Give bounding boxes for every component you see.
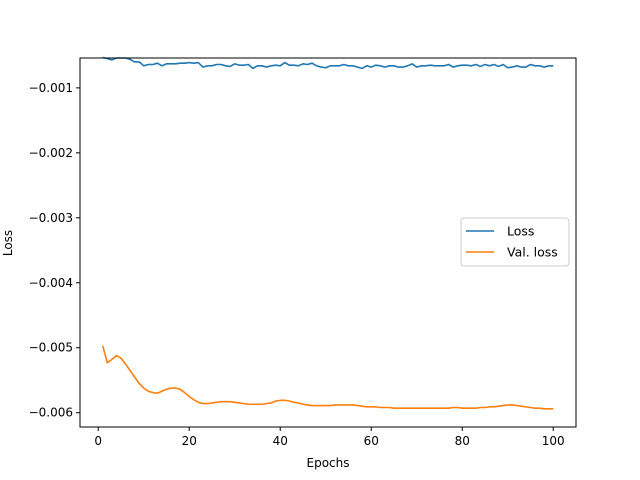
y-axis-label: Loss [1, 230, 15, 256]
y-tick-label: −0.005 [29, 341, 73, 355]
y-axis: −0.001 −0.002 −0.003 −0.004 −0.005 −0.006 [29, 81, 80, 420]
y-tick-label: −0.001 [29, 81, 73, 95]
plot-frame [79, 57, 577, 428]
series-layer [101, 56, 554, 410]
y-tick-label: −0.004 [29, 276, 73, 290]
x-axis: 0 20 40 60 80 100 [94, 427, 565, 448]
y-tick-label: −0.006 [29, 406, 73, 420]
x-tick-label: 0 [94, 434, 102, 448]
x-tick-label: 60 [364, 434, 379, 448]
x-tick-label: 80 [455, 434, 470, 448]
legend-label-0: Loss [507, 224, 534, 239]
y-tick-label: −0.003 [29, 211, 73, 225]
y-tick-label: −0.002 [29, 146, 73, 160]
series-line-0 [102, 56, 554, 70]
x-tick-label: 40 [273, 434, 288, 448]
legend-box [460, 217, 570, 267]
x-tick-label: 100 [542, 434, 565, 448]
x-tick-label: 20 [182, 434, 197, 448]
series-line-1 [101, 345, 554, 410]
x-axis-label: Epochs [307, 456, 350, 470]
legend-label-1: Val. loss [507, 245, 558, 260]
legend: Loss Val. loss [460, 217, 570, 267]
